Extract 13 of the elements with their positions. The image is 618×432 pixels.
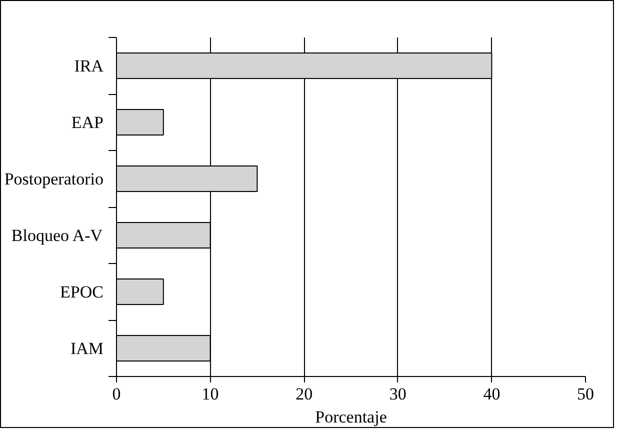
x-tick-label: 10 — [202, 384, 219, 404]
x-tick-label: 40 — [483, 384, 500, 404]
y-tick-label: EPOC — [60, 282, 104, 302]
y-tick-label: IRA — [74, 56, 104, 76]
x-tick-label: 30 — [389, 384, 406, 404]
x-axis-title: Porcentaje — [315, 408, 387, 426]
x-tick-label: 20 — [296, 384, 313, 404]
y-tick-label: EAP — [71, 112, 104, 132]
y-tick-label: Bloqueo A-V — [11, 226, 104, 245]
x-tick-label: 50 — [577, 384, 594, 404]
x-tick-label: 0 — [112, 384, 121, 404]
y-tick-label: Postoperatorio — [4, 169, 104, 188]
y-tick-label: IAM — [70, 338, 104, 358]
